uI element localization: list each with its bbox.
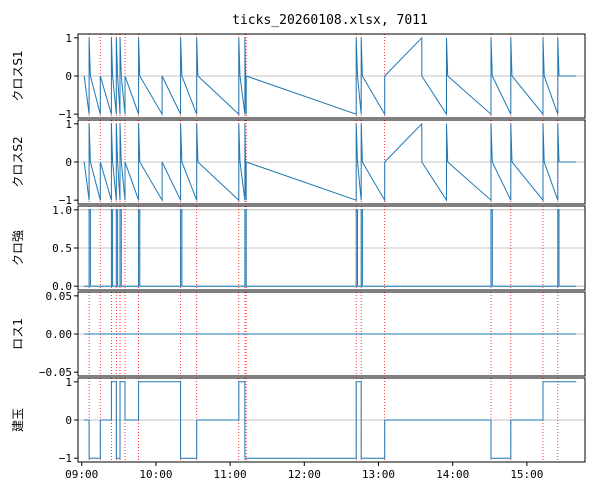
y-tick-label: −1: [59, 108, 72, 121]
y-axis-label: クロスS1: [11, 50, 25, 101]
panel-4: −0.05 0.00 0.05 ロス1: [11, 290, 586, 379]
y-tick-label: −0.05: [39, 366, 72, 379]
y-axis-label: クロ強: [11, 230, 25, 266]
y-tick-label: 0: [65, 414, 72, 427]
panel-3: 0.0 0.5 1.0 クロ強: [11, 204, 586, 293]
y-tick-label: 1.0: [52, 204, 72, 217]
y-tick-label: 0: [65, 70, 72, 83]
chart-title: ticks_20260108.xlsx, 7011: [232, 13, 428, 28]
y-tick-label: −1: [59, 194, 72, 207]
x-tick-label: 09:00: [65, 468, 98, 481]
panel-2: −1 0 1 クロスS2: [11, 118, 586, 207]
y-tick-label: −1: [59, 452, 72, 465]
y-tick-label: 0.05: [46, 290, 73, 303]
y-tick-label: 0.0: [52, 280, 72, 293]
y-tick-label: 0: [65, 156, 72, 169]
series-line: [83, 122, 577, 203]
series-line: [83, 36, 577, 117]
y-axis-label: クロスS2: [11, 136, 25, 187]
x-tick-label: 12:00: [288, 468, 321, 481]
x-tick-label: 10:00: [139, 468, 172, 481]
y-axis-label: ロス1: [11, 318, 25, 350]
panel-5: −1 0 1 建玉: [11, 376, 586, 465]
x-tick-label: 13:00: [362, 468, 395, 481]
x-tick-label: 14:00: [436, 468, 469, 481]
y-tick-label: 1: [65, 32, 72, 45]
x-axis: 09:00 10:00 11:00 12:00 13:00 14:00 15:00: [65, 462, 543, 481]
series-line: [84, 209, 577, 287]
y-tick-label: 0.5: [52, 242, 72, 255]
series-line: [84, 381, 577, 459]
x-tick-label: 11:00: [214, 468, 247, 481]
y-tick-label: 1: [65, 118, 72, 131]
panels-group: −1 0 1 クロスS1 −1 0 1 クロスS2 0.0 0.5 1.0 クロ強 −0.05 0.00 0…: [11, 32, 586, 465]
y-tick-label: 0.00: [46, 328, 73, 341]
x-tick-label: 15:00: [510, 468, 543, 481]
y-tick-label: 1: [65, 376, 72, 389]
y-axis-label: 建玉: [11, 408, 25, 432]
panel-1: −1 0 1 クロスS1: [11, 32, 586, 121]
